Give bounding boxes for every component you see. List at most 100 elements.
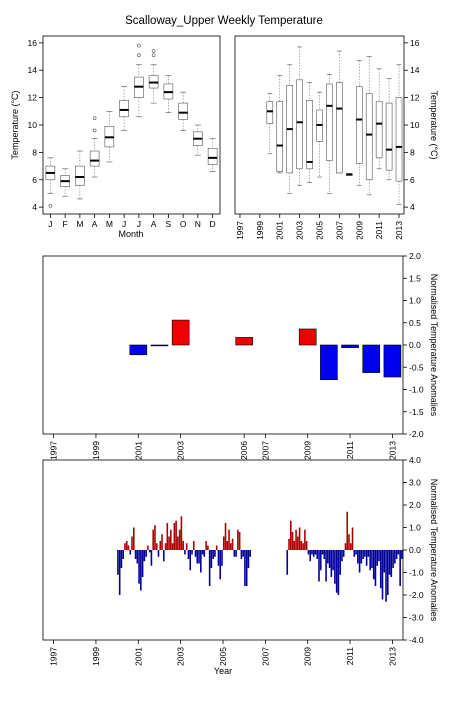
- yearly-box-xtick-label: 1999: [255, 221, 265, 240]
- monthly-anomaly-bar: [178, 529, 181, 550]
- monthly-anomaly-bar: [154, 525, 156, 550]
- yearly-box-ylabel: Temperature (°C): [429, 90, 439, 159]
- monthly-anomaly-bar: [207, 545, 209, 550]
- monthly-anomaly-bar: [323, 550, 326, 559]
- monthly-anomaly-bar: [394, 550, 396, 564]
- yearly-box: [296, 79, 303, 170]
- monthly-anomaly-ylabel: Normalised Temperature Anomalies: [429, 479, 439, 622]
- yearly-box-xtick-label: 2013: [394, 221, 404, 240]
- monthly-anomaly-bar: [210, 550, 213, 568]
- monthly-anomaly-xtick-label: 2007: [260, 647, 270, 666]
- yearly-box-plot: 4 6 8 10 12 14 16 1997 1999 2001 2003 2005 2007 2009 2…: [234, 35, 439, 240]
- monthly-anomaly-bar: [201, 550, 204, 555]
- monthly-box-outlier: [151, 53, 156, 57]
- monthly-anomaly-bar: [131, 536, 133, 550]
- monthly-anomaly-bar: [399, 550, 401, 586]
- monthly-anomaly-bar: [180, 516, 183, 550]
- monthly-anomaly-bar: [376, 550, 379, 566]
- monthly-anomaly-bar: [189, 550, 192, 571]
- annual-anomaly-ytick-label: -1.5: [409, 407, 424, 417]
- monthly-anomaly-bar: [247, 550, 250, 568]
- monthly-anomaly-bar: [242, 550, 244, 557]
- monthly-anomaly-bar: [387, 550, 389, 595]
- monthly-anomaly-ytick-label: -2.0: [409, 590, 424, 600]
- monthly-anomaly-bar: [355, 550, 357, 555]
- monthly-anomaly-bar: [362, 550, 364, 559]
- monthly-anomaly-bar: [136, 550, 139, 564]
- monthly-anomaly-bar: [170, 529, 172, 550]
- monthly-anomaly-bar: [140, 550, 142, 591]
- monthly-box-outlier: [137, 53, 141, 57]
- monthly-box: [207, 147, 218, 166]
- monthly-anomaly-bar: [224, 523, 227, 550]
- monthly-anomaly-bar: [379, 550, 382, 589]
- monthly-anomaly-bar: [159, 541, 162, 550]
- annual-anomaly-ytick-label: 2.0: [409, 251, 421, 261]
- monthly-anomaly-bar: [305, 541, 308, 550]
- monthly-anomaly-bar: [309, 550, 311, 562]
- monthly-box: [89, 150, 100, 167]
- monthly-anomaly-bar: [182, 541, 184, 550]
- monthly-anomaly-bar: [358, 550, 361, 573]
- monthly-anomaly-ytick-label: -3.0: [409, 613, 424, 623]
- monthly-anomaly-bar: [321, 550, 324, 555]
- monthly-anomaly-bar: [221, 550, 223, 566]
- monthly-anomaly-bar: [237, 529, 239, 550]
- annual-anomaly-bar: [298, 328, 317, 346]
- monthly-box-outlier: [92, 116, 97, 120]
- annual-anomaly-xtick-label: 2011: [345, 441, 355, 460]
- monthly-box-ylabel: Temperature (°C): [10, 90, 20, 159]
- monthly-anomaly-bar: [395, 550, 398, 559]
- monthly-anomaly-bar: [293, 541, 296, 550]
- monthly-anomaly-bar: [353, 550, 356, 557]
- monthly-box-ytick-label: 6: [32, 175, 37, 185]
- monthly-anomaly-bar: [122, 550, 124, 559]
- monthly-anomaly-bar: [231, 538, 234, 550]
- annual-anomaly-plot: -2.0 -1.5 -1.0 -0.5 0.0 0.5 1.0 1.5 2.0 1997 1999 2…: [42, 251, 439, 460]
- monthly-anomaly-bar: [185, 543, 188, 550]
- annual-anomaly-ylabel: Normalised Temperature Anomalies: [429, 274, 439, 417]
- monthly-anomaly-bar: [152, 529, 154, 550]
- monthly-anomaly-bar: [245, 550, 248, 586]
- yearly-box-ytick-label: 8: [410, 147, 415, 157]
- monthly-anomaly-bar: [162, 550, 165, 562]
- monthly-anomaly-bar: [337, 550, 340, 595]
- monthly-box-outlier: [151, 49, 156, 53]
- monthly-anomaly-bar: [200, 550, 202, 573]
- annual-anomaly-ytick-label: -2.0: [409, 429, 424, 439]
- monthly-anomaly-bar: [288, 538, 290, 550]
- annual-anomaly-xtick-label: 2009: [303, 441, 313, 460]
- monthly-anomaly-bar: [214, 550, 216, 557]
- monthly-anomaly-bar: [307, 550, 310, 555]
- annual-anomaly-ytick-label: -0.5: [409, 362, 424, 372]
- monthly-anomaly-bar: [289, 520, 292, 550]
- yearly-box-xtick-label: 2005: [315, 221, 325, 240]
- annual-anomaly-bar: [150, 344, 169, 347]
- monthly-anomaly-bar: [120, 550, 123, 568]
- yearly-box-ytick-label: 6: [410, 175, 415, 185]
- monthly-anomaly-bar: [325, 550, 327, 582]
- yearly-box-xtick-label: 2009: [354, 221, 364, 240]
- monthly-box-xtick-label: N: [195, 219, 201, 229]
- annual-anomaly-ytick-label: 1.0: [409, 296, 421, 306]
- yearly-box: [276, 101, 284, 172]
- monthly-anomaly-bar: [171, 543, 174, 550]
- monthly-anomaly-bar: [339, 550, 341, 575]
- monthly-anomaly-bar: [314, 550, 317, 555]
- yearly-box-ytick-label: 16: [410, 38, 420, 48]
- monthly-anomaly-bar: [145, 550, 147, 557]
- monthly-anomaly-bar: [334, 550, 336, 584]
- monthly-anomaly-bar: [298, 527, 301, 550]
- monthly-anomaly-bar: [166, 523, 169, 550]
- annual-anomaly-bar: [171, 319, 190, 346]
- annual-anomaly-xtick-label: 2006: [239, 441, 249, 460]
- monthly-anomaly-bar: [369, 550, 371, 571]
- yearly-box: [385, 102, 393, 171]
- monthly-anomaly-bar: [148, 550, 151, 553]
- annual-anomaly-bar: [235, 337, 253, 346]
- annual-anomaly-xtick-label: 2001: [133, 441, 143, 460]
- monthly-anomaly-bar: [228, 529, 230, 550]
- monthly-box-xtick-label: J: [48, 219, 52, 229]
